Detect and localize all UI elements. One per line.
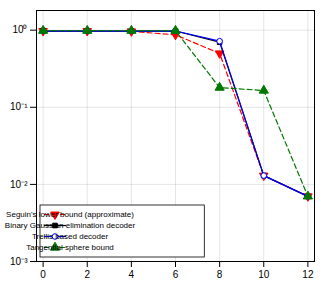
- svg-text:8: 8: [217, 269, 223, 280]
- svg-text:10⁻²: 10⁻²: [10, 179, 28, 190]
- svg-text:10⁻³: 10⁻³: [10, 256, 28, 267]
- svg-text:Tangential sphere bound: Tangential sphere bound: [26, 243, 114, 252]
- svg-text:6: 6: [173, 269, 179, 280]
- svg-text:Seguin's lower bound (approxim: Seguin's lower bound (approximate): [6, 210, 134, 219]
- svg-text:10⁻¹: 10⁻¹: [10, 101, 28, 112]
- svg-text:2: 2: [84, 269, 90, 280]
- svg-text:12: 12: [302, 269, 314, 280]
- svg-text:10⁰: 10⁰: [12, 24, 27, 35]
- svg-text:Trellis based decoder: Trellis based decoder: [32, 232, 109, 241]
- svg-text:4: 4: [129, 269, 135, 280]
- svg-text:Binary Gaussian elimination de: Binary Gaussian elimination decoder: [5, 221, 136, 230]
- svg-text:10: 10: [258, 269, 270, 280]
- svg-text:0: 0: [40, 269, 46, 280]
